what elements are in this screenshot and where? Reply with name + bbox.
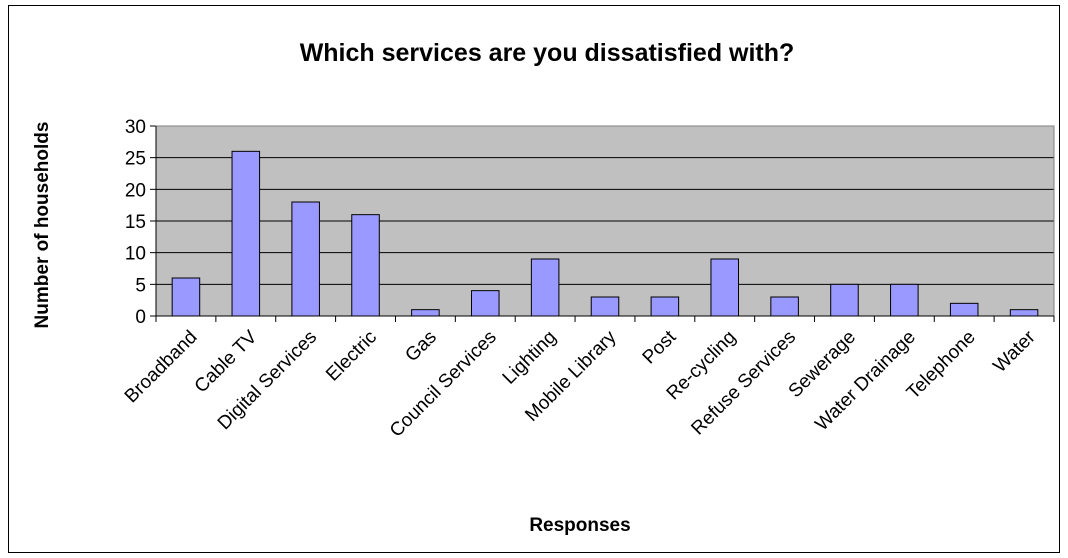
bar [949, 302, 979, 317]
chart-frame: Which services are you dissatisfied with… [8, 5, 1060, 553]
y-tick-label: 15 [125, 212, 146, 233]
category-label: Gas [401, 327, 440, 366]
y-tick-label: 0 [135, 307, 146, 328]
y-axis-title: Number of households [32, 122, 53, 329]
bar-chart: Which services are you dissatisfied with… [32, 39, 1055, 536]
y-tick-label: 30 [125, 117, 146, 138]
y-tick-label: 5 [135, 275, 146, 296]
bar [710, 258, 740, 317]
category-label: Lighting [499, 327, 561, 389]
category-label: Post [639, 326, 681, 368]
bar [770, 296, 799, 317]
bar [830, 283, 859, 317]
category-label: Council Services [386, 327, 501, 442]
category-label: Broadband [121, 327, 202, 408]
y-tick-label: 20 [125, 180, 146, 201]
category-label: Refuse Services [687, 327, 800, 440]
bar [590, 296, 620, 317]
axes [150, 125, 1055, 322]
bar [291, 201, 320, 317]
bar [171, 277, 201, 317]
y-tick-label: 25 [125, 149, 146, 170]
bar [470, 290, 500, 317]
bar [351, 214, 380, 317]
category-label: Water [989, 326, 1040, 377]
y-tick-label: 10 [125, 244, 146, 265]
bar [411, 309, 440, 317]
bars [171, 150, 1039, 317]
chart-title: Which services are you dissatisfied with… [300, 39, 795, 67]
bar [530, 258, 560, 317]
y-tick-labels: 0 5 10 15 20 25 30 [125, 117, 146, 328]
bar [890, 283, 919, 317]
bar [231, 150, 261, 317]
category-label: Electric [322, 327, 381, 386]
x-axis-title: Responses [529, 515, 630, 536]
bar [1009, 309, 1039, 317]
bar [650, 296, 680, 317]
